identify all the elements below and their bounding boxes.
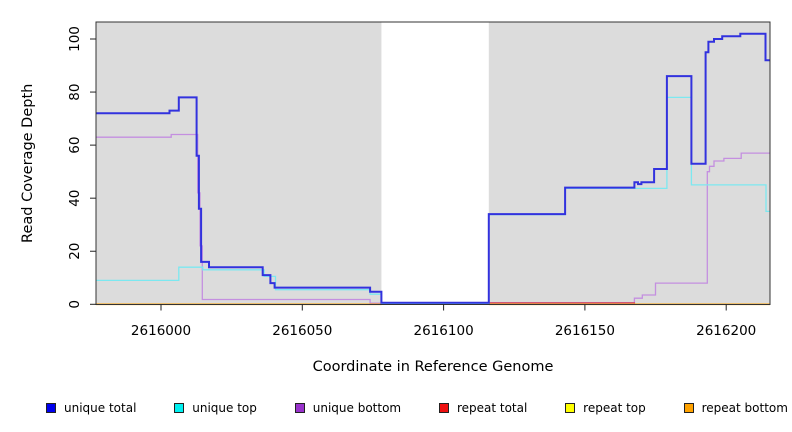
legend-item-repeat-top: repeat top	[565, 399, 646, 417]
legend: unique total unique top unique bottom re…	[46, 399, 788, 417]
y-axis-title: Read Coverage Depth	[20, 84, 36, 243]
legend-label: repeat top	[583, 401, 646, 415]
y-tick-label: 20	[67, 243, 83, 260]
y-tick-label: 100	[67, 26, 83, 52]
masked-region	[381, 22, 489, 304]
legend-label: unique total	[64, 401, 137, 415]
legend-item-unique-total: unique total	[46, 399, 136, 417]
plot-border	[95, 21, 771, 305]
repeat-top-swatch-icon	[565, 403, 576, 413]
legend-item-unique-bottom: unique bottom	[294, 399, 402, 417]
coverage-plot: 2616000 2616050 2616100 2616150 2616200 0 20 40…	[20, 21, 771, 375]
x-tick-label: 2616000	[131, 323, 191, 339]
repeat-bottom-swatch-icon	[683, 403, 694, 413]
unique-bottom-swatch-icon	[294, 403, 305, 413]
x-tick-label: 2616100	[414, 323, 474, 339]
x-tick-label: 2616150	[555, 323, 615, 339]
legend-label: unique bottom	[312, 401, 402, 415]
legend-item-repeat-bottom: repeat bottom	[683, 399, 788, 417]
legend-item-repeat-total: repeat total	[438, 399, 528, 417]
series-line-unique-total	[96, 32, 770, 304]
x-tick-label: 2616200	[696, 323, 756, 339]
y-tick-label: 80	[67, 84, 83, 101]
legend-label: unique top	[192, 401, 257, 415]
x-tick-label: 2616050	[272, 323, 332, 339]
legend-label: repeat bottom	[701, 401, 788, 415]
legend-label: repeat total	[456, 401, 528, 415]
legend-item-unique-top: unique top	[174, 399, 257, 417]
x-axis-title: Coordinate in Reference Genome	[313, 359, 554, 375]
repeat-total-swatch-icon	[438, 403, 449, 413]
y-tick-label: 60	[67, 137, 83, 154]
unique-total-swatch-icon	[46, 403, 56, 413]
y-tick-label: 40	[67, 190, 83, 207]
y-tick-label: 0	[67, 300, 83, 309]
unique-top-swatch-icon	[174, 403, 185, 413]
